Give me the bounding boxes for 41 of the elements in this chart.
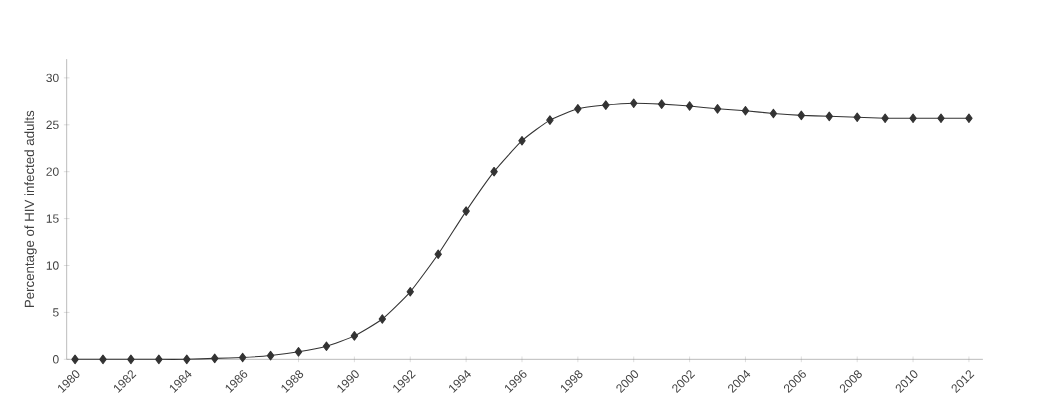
point [155,354,163,365]
point [713,104,722,114]
y-tick-label: 5 [52,308,59,317]
point [350,331,359,341]
y-tick-label: 30 [46,73,59,83]
point [741,105,750,116]
point [99,354,107,365]
point [853,112,861,123]
point [909,113,917,123]
point [769,108,778,119]
point [657,99,666,109]
y-tick-label: 10 [46,261,59,270]
y-tick-label: 20 [46,167,59,176]
point [294,347,303,357]
point [937,113,945,123]
point [378,314,387,324]
point [546,115,554,125]
point [266,350,275,361]
point [406,287,414,297]
point [797,110,806,121]
point [211,353,219,364]
y-tick-label: 15 [46,214,59,223]
point [965,113,973,123]
point [71,354,79,365]
point [574,104,582,114]
y-axis-title: Percentage of HIV infected adults [24,110,37,308]
point [490,166,498,177]
point [602,100,610,110]
point [881,113,889,123]
y-tick-label: 25 [46,120,59,130]
point [322,341,331,351]
point [825,111,833,122]
point [685,101,694,111]
point [630,98,638,108]
point [434,249,442,260]
y-tick-label: 0 [52,355,59,364]
point [462,206,470,216]
point [238,352,247,363]
point [127,354,135,365]
point [518,135,526,146]
point [183,354,191,365]
